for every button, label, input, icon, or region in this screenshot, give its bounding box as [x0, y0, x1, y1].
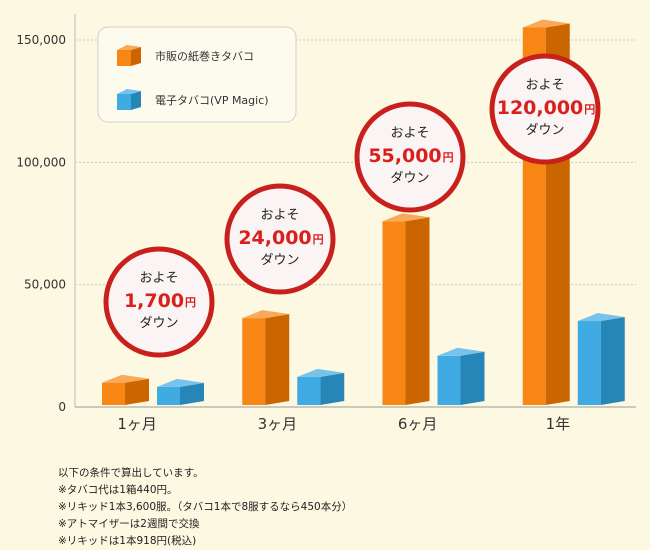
legend-swatch-front [117, 50, 131, 66]
badge-bottom-text: ダウン [139, 316, 178, 331]
bar-side [460, 351, 485, 405]
legend-swatch-top [117, 45, 141, 50]
badge-bottom-text: ダウン [525, 123, 564, 138]
x-tick-label: 1ヶ月 [117, 415, 157, 433]
bar-side [265, 314, 290, 405]
badge-top-text: およそ [390, 126, 429, 141]
bar-top [297, 368, 345, 377]
bar-front [437, 355, 461, 405]
bar-top [157, 378, 204, 387]
bar-top [382, 213, 430, 222]
bar-front [297, 376, 321, 405]
bar-side [405, 217, 430, 405]
badge-amount: 24,000 [238, 227, 311, 249]
badge-circle [103, 246, 215, 358]
bar [102, 374, 149, 405]
bar [157, 378, 204, 405]
bar-front [102, 382, 125, 405]
badge-circle [354, 101, 466, 213]
badge-unit: 円 [443, 151, 454, 164]
calculation-notes: 以下の条件で算出しています。 ※タバコ代は1箱440円。 ※リキッド1本3,60… [58, 465, 352, 550]
savings-chart: 0 50,000 100,000 150,000 1ヶ月 3ヶ月 6ヶ月 1年 市販の紙巻き… [16, 14, 636, 433]
legend-box [97, 26, 297, 123]
badge-unit: 円 [584, 103, 595, 116]
badge-amount: 1,700 [124, 290, 184, 312]
legend-swatch-top [117, 89, 141, 94]
note-line: ※アトマイザーは2週間で交換 [58, 518, 200, 530]
bar-top [437, 347, 485, 356]
y-tick-label: 150,000 [16, 33, 66, 47]
badge-amount: 55,000 [368, 145, 441, 167]
bar-front [242, 318, 266, 405]
bar-side [180, 382, 204, 405]
bar [437, 347, 485, 405]
bar-top [242, 310, 290, 319]
badge-circle [489, 53, 601, 165]
legend-swatch-front [117, 94, 131, 110]
y-tick-label: 50,000 [24, 278, 66, 292]
x-tick-label: 1年 [546, 415, 571, 433]
bar [382, 213, 430, 405]
x-tick-label: 3ヶ月 [258, 415, 298, 433]
bar-side [600, 317, 625, 405]
bar-front [382, 221, 406, 405]
x-tick-label: 6ヶ月 [398, 415, 438, 433]
y-tick-label: 100,000 [16, 155, 66, 169]
note-line: ※タバコ代は1箱440円。 [58, 484, 178, 496]
badge-bottom-text: ダウン [390, 171, 429, 186]
badge-top-text: およそ [525, 78, 564, 93]
bar [577, 313, 625, 405]
badge-circle [224, 183, 336, 295]
y-axis-ticks: 0 50,000 100,000 150,000 [16, 33, 66, 414]
y-tick-label: 0 [58, 400, 66, 414]
badge-top-text: およそ [139, 271, 178, 286]
x-axis-ticks: 1ヶ月 3ヶ月 6ヶ月 1年 [117, 415, 570, 433]
bar [242, 310, 290, 405]
note-line: ※リキッド1本3,600服。（タバコ1本で8服するなら450本分） [58, 501, 353, 513]
legend-label: 電子タバコ(VP Magic) [155, 94, 269, 107]
bar-front [157, 386, 180, 405]
bar-side [320, 372, 345, 405]
legend-label: 市販の紙巻きタバコ [155, 49, 254, 63]
badge-amount: 120,000 [497, 97, 584, 119]
note-line: ※リキッドは1本918円(税込) [58, 535, 197, 547]
badge-top-text: およそ [260, 208, 299, 223]
bar-top [102, 374, 149, 383]
badge-bottom-text: ダウン [260, 253, 299, 268]
legend-swatch-side [131, 47, 141, 66]
bar-front [577, 321, 601, 405]
legend-swatch-side [131, 91, 141, 110]
bar-top [522, 19, 570, 28]
badge-unit: 円 [185, 296, 196, 309]
badge-unit: 円 [313, 233, 324, 246]
bar [297, 368, 345, 405]
note-line: 以下の条件で算出しています。 [58, 467, 204, 479]
bar-side [125, 378, 149, 405]
bar-top [577, 313, 625, 322]
